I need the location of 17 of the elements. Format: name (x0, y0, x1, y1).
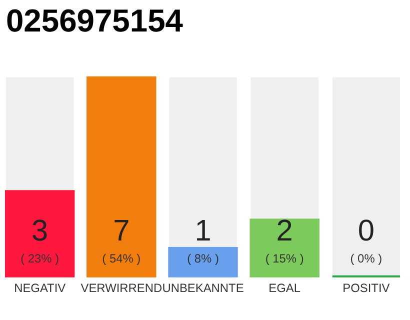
x-tick-label: EGAL (268, 280, 301, 295)
annotation: ( 0% ) (350, 252, 382, 266)
x-tick-label: POSITIV (342, 280, 390, 295)
x-tick-label: VERWIRREND (80, 280, 162, 295)
data-label: 7 (113, 214, 130, 248)
chart-title: 0256975154 (6, 2, 184, 39)
annotation: ( 15% ) (265, 252, 304, 266)
annotation: ( 54% ) (102, 252, 141, 266)
data-label: 0 (358, 214, 374, 248)
x-tick-label: NEGATIV (14, 280, 66, 295)
data-label: 3 (32, 214, 48, 248)
x-tick-label: UNBEKANNTE (162, 280, 244, 295)
annotation: ( 23% ) (20, 252, 60, 266)
annotation: ( 8% ) (187, 252, 219, 266)
data-label: 2 (276, 214, 293, 248)
data-label: 1 (194, 214, 212, 248)
bar (168, 247, 238, 278)
